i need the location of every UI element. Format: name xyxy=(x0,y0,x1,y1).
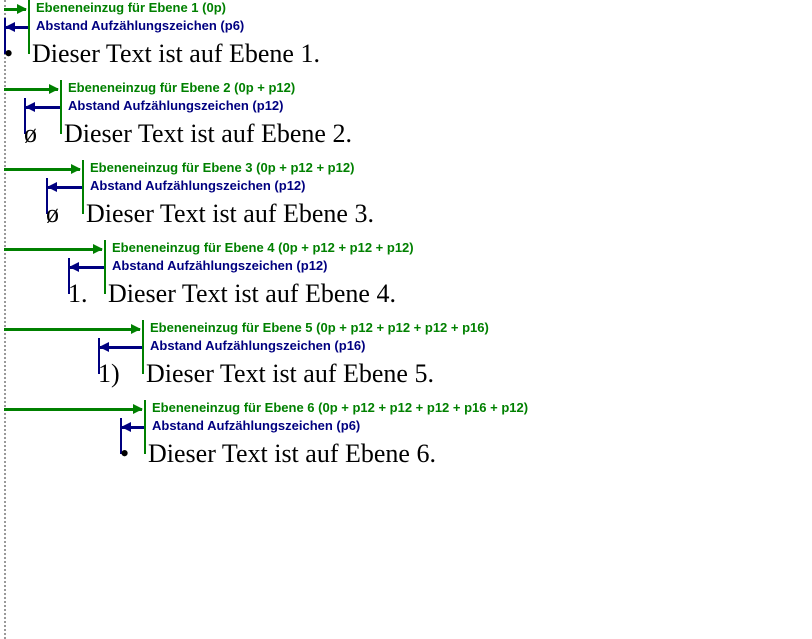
abstand-arrow xyxy=(122,426,144,429)
level-text-line: • Dieser Text ist auf Ebene 6. xyxy=(0,436,812,472)
einzug-label: Ebeneneinzug für Ebene 3 (0p + p12 + p12… xyxy=(90,160,354,175)
abstand-label: Abstand Aufzählungszeichen (p6) xyxy=(152,418,360,433)
abstand-arrow xyxy=(26,106,60,109)
einzug-row: Ebeneneinzug für Ebene 1 (0p) xyxy=(0,0,812,18)
level-text: Dieser Text ist auf Ebene 1. xyxy=(32,36,320,72)
abstand-row: Abstand Aufzählungszeichen (p12) xyxy=(0,98,812,116)
bullet-marker: ø xyxy=(24,116,37,152)
bullet-marker: 1) xyxy=(98,356,120,392)
einzug-row: Ebeneneinzug für Ebene 3 (0p + p12 + p12… xyxy=(0,160,812,178)
abstand-arrow xyxy=(48,186,82,189)
abstand-label: Abstand Aufzählungszeichen (p12) xyxy=(90,178,305,193)
abstand-row: Abstand Aufzählungszeichen (p12) xyxy=(0,178,812,196)
abstand-arrow xyxy=(100,346,142,349)
einzug-label: Ebeneneinzug für Ebene 2 (0p + p12) xyxy=(68,80,295,95)
level-text: Dieser Text ist auf Ebene 5. xyxy=(146,356,434,392)
level-text-line: 1) Dieser Text ist auf Ebene 5. xyxy=(0,356,812,392)
levels-container: Ebeneneinzug für Ebene 1 (0p) Abstand Auf… xyxy=(0,0,812,472)
bullet-marker: 1. xyxy=(68,276,88,312)
level-block-5: Ebeneneinzug für Ebene 5 (0p + p12 + p12… xyxy=(0,320,812,392)
einzug-row: Ebeneneinzug für Ebene 5 (0p + p12 + p12… xyxy=(0,320,812,338)
abstand-label: Abstand Aufzählungszeichen (p6) xyxy=(36,18,244,33)
einzug-arrow xyxy=(4,88,58,91)
bullet-marker: ø xyxy=(46,196,59,232)
abstand-label: Abstand Aufzählungszeichen (p12) xyxy=(68,98,283,113)
abstand-label: Abstand Aufzählungszeichen (p12) xyxy=(112,258,327,273)
level-text: Dieser Text ist auf Ebene 6. xyxy=(148,436,436,472)
level-text: Dieser Text ist auf Ebene 3. xyxy=(86,196,374,232)
abstand-label: Abstand Aufzählungszeichen (p16) xyxy=(150,338,365,353)
abstand-arrow xyxy=(6,26,28,29)
einzug-label: Ebeneneinzug für Ebene 5 (0p + p12 + p12… xyxy=(150,320,489,335)
einzug-arrow xyxy=(4,248,102,251)
einzug-row: Ebeneneinzug für Ebene 4 (0p + p12 + p12… xyxy=(0,240,812,258)
einzug-label: Ebeneneinzug für Ebene 1 (0p) xyxy=(36,0,226,15)
level-text: Dieser Text ist auf Ebene 4. xyxy=(108,276,396,312)
level-block-6: Ebeneneinzug für Ebene 6 (0p + p12 + p12… xyxy=(0,400,812,472)
einzug-arrow xyxy=(4,8,26,11)
abstand-arrow xyxy=(70,266,104,269)
level-text-line: • Dieser Text ist auf Ebene 1. xyxy=(0,36,812,72)
einzug-arrow xyxy=(4,168,80,171)
einzug-row: Ebeneneinzug für Ebene 6 (0p + p12 + p12… xyxy=(0,400,812,418)
level-text-line: 1. Dieser Text ist auf Ebene 4. xyxy=(0,276,812,312)
einzug-arrow xyxy=(4,408,142,411)
level-text: Dieser Text ist auf Ebene 2. xyxy=(64,116,352,152)
level-block-4: Ebeneneinzug für Ebene 4 (0p + p12 + p12… xyxy=(0,240,812,312)
level-block-3: Ebeneneinzug für Ebene 3 (0p + p12 + p12… xyxy=(0,160,812,232)
level-block-2: Ebeneneinzug für Ebene 2 (0p + p12) Absta… xyxy=(0,80,812,152)
einzug-row: Ebeneneinzug für Ebene 2 (0p + p12) xyxy=(0,80,812,98)
level-text-line: ø Dieser Text ist auf Ebene 2. xyxy=(0,116,812,152)
abstand-row: Abstand Aufzählungszeichen (p12) xyxy=(0,258,812,276)
einzug-arrow xyxy=(4,328,140,331)
bullet-marker: • xyxy=(4,36,13,72)
bullet-marker: • xyxy=(120,436,129,472)
level-block-1: Ebeneneinzug für Ebene 1 (0p) Abstand Auf… xyxy=(0,0,812,72)
level-text-line: ø Dieser Text ist auf Ebene 3. xyxy=(0,196,812,232)
einzug-label: Ebeneneinzug für Ebene 4 (0p + p12 + p12… xyxy=(112,240,414,255)
einzug-label: Ebeneneinzug für Ebene 6 (0p + p12 + p12… xyxy=(152,400,528,415)
abstand-row: Abstand Aufzählungszeichen (p16) xyxy=(0,338,812,356)
abstand-row: Abstand Aufzählungszeichen (p6) xyxy=(0,18,812,36)
